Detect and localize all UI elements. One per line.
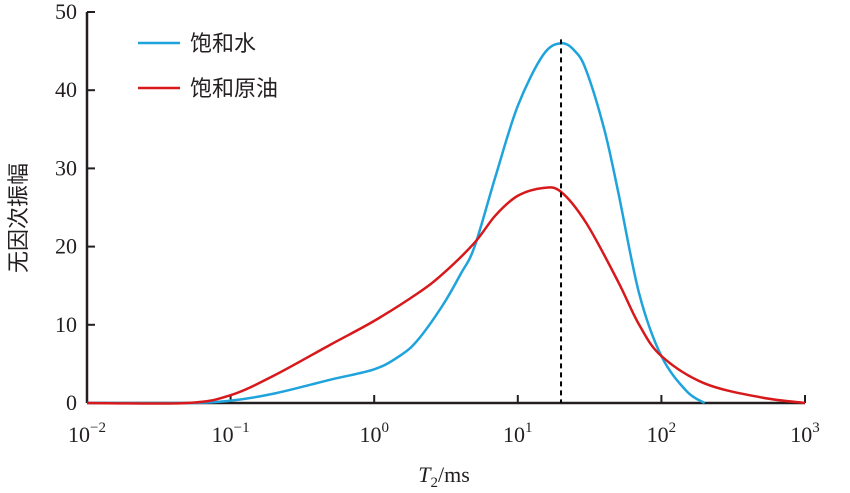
y-tick-label: 40	[55, 77, 77, 102]
x-axis-label-unit: /ms	[438, 462, 470, 487]
legend-label-1: 饱和原油	[190, 77, 278, 102]
x-tick-label: 103	[790, 420, 820, 447]
x-tick-label: 10−2	[68, 420, 106, 447]
x-axis-label-main: T	[418, 462, 432, 487]
series-line-0	[86, 41, 706, 405]
axes	[85, 12, 805, 405]
x-tick-label: 100	[359, 420, 389, 447]
y-axis-label: 无因次振幅	[6, 163, 31, 273]
series-line-1	[86, 186, 806, 405]
x-tick-label: 10−1	[212, 420, 250, 447]
y-tick-label: 50	[55, 0, 77, 24]
x-tick-label: 101	[503, 420, 533, 447]
x-axis-label: T2/ms	[418, 462, 470, 491]
y-tick-label: 30	[55, 155, 77, 180]
y-tick-label: 10	[55, 312, 77, 337]
y-tick-label: 20	[55, 234, 77, 259]
y-tick-label: 0	[66, 390, 77, 415]
x-axis-label-sub: 2	[430, 475, 438, 491]
legend-label-0: 饱和水	[190, 32, 256, 57]
x-tick-label: 102	[647, 420, 677, 447]
ticks: 0 10 20 30 40 50 10−2 10−1 100 101 102 103	[55, 0, 820, 447]
series-layer	[86, 41, 806, 405]
